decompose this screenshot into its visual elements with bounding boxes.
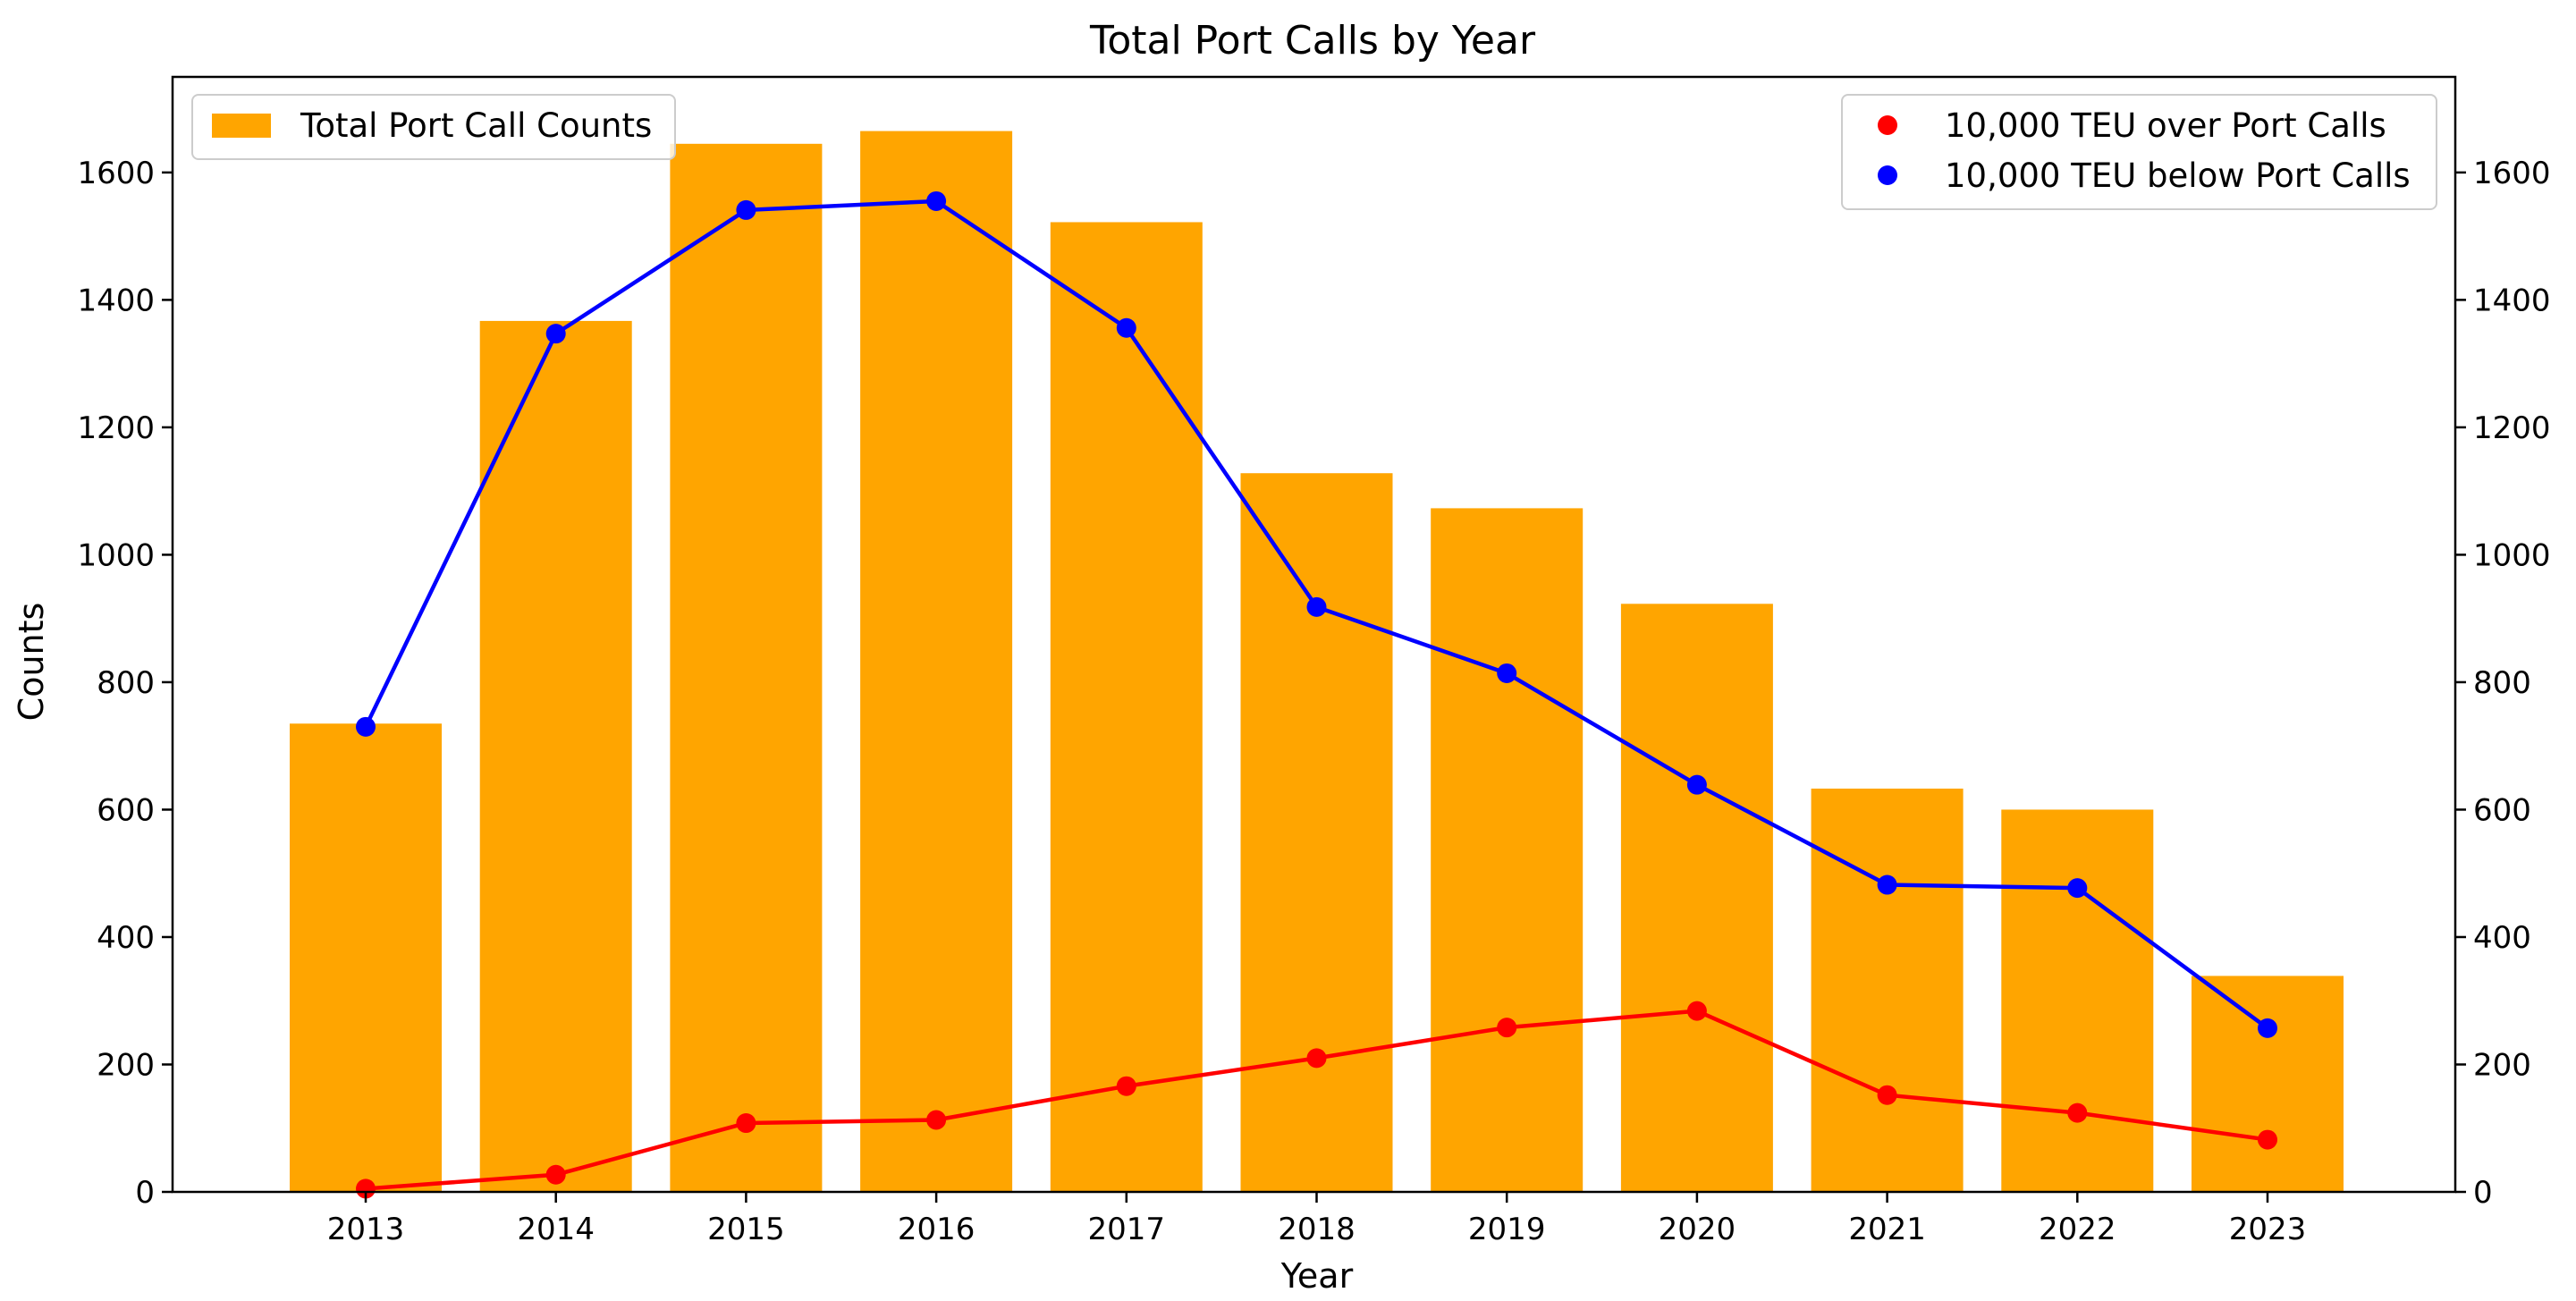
bar-2015 bbox=[670, 143, 823, 1192]
x-tick-label: 2020 bbox=[1659, 1212, 1736, 1247]
series-1-point-2021 bbox=[1877, 1085, 1897, 1105]
x-tick-label: 2023 bbox=[2229, 1212, 2307, 1247]
y2-tick-label: 400 bbox=[2473, 920, 2531, 956]
plot-frame bbox=[171, 75, 2457, 1194]
y2-tick-label: 1000 bbox=[2473, 537, 2551, 573]
series-1-point-2019 bbox=[1497, 1018, 1517, 1038]
series-1-point-2018 bbox=[1306, 1048, 1327, 1069]
y-tick-label: 400 bbox=[97, 920, 155, 956]
legend-box bbox=[1841, 94, 2437, 210]
x-tick-label: 2015 bbox=[707, 1212, 785, 1247]
legend-label: 10,000 TEU below Port Calls bbox=[1945, 156, 2411, 195]
y-tick-label: 200 bbox=[97, 1047, 155, 1083]
series-1-point-2020 bbox=[1686, 1001, 1707, 1021]
y2-tick-label: 0 bbox=[2473, 1175, 2493, 1211]
x-tick-label: 2019 bbox=[1468, 1212, 1546, 1247]
y2-tick-label: 600 bbox=[2473, 792, 2531, 828]
legend-marker-1 bbox=[1878, 115, 1897, 135]
bar-2020 bbox=[1620, 604, 1773, 1192]
legend-label: 10,000 TEU over Port Calls bbox=[1945, 106, 2386, 145]
legend-box bbox=[191, 94, 676, 160]
bar-2013 bbox=[290, 723, 442, 1192]
bar-2017 bbox=[1050, 222, 1203, 1192]
y2-tick-label: 1200 bbox=[2473, 410, 2551, 446]
bar-2023 bbox=[2192, 976, 2344, 1192]
y-tick-label: 0 bbox=[135, 1175, 155, 1211]
legend-marker-2 bbox=[1878, 165, 1897, 185]
y2-tick-label: 800 bbox=[2473, 665, 2531, 701]
y-axis-title: Counts bbox=[12, 603, 51, 722]
series-2-point-2023 bbox=[2258, 1018, 2277, 1038]
y-tick-label: 600 bbox=[97, 792, 155, 828]
series-2-point-2015 bbox=[736, 199, 756, 220]
x-tick-label: 2014 bbox=[517, 1212, 595, 1247]
series-2-point-2018 bbox=[1306, 596, 1327, 617]
y-tick-label: 1000 bbox=[77, 537, 155, 573]
y-tick-label: 1600 bbox=[77, 156, 155, 191]
y-tick-label: 1200 bbox=[77, 410, 155, 446]
legend-lines: 10,000 TEU over Port Calls 10,000 TEU bel… bbox=[1841, 94, 2437, 210]
series-2-point-2021 bbox=[1877, 874, 1897, 895]
plot-area: 0 0 200 200 400 400 600 600 800 800 1000 1000 1200 12… bbox=[77, 75, 2551, 1247]
bar-2022 bbox=[2001, 809, 2154, 1192]
series-1-point-2022 bbox=[2067, 1102, 2088, 1123]
y2-tick-label: 1600 bbox=[2473, 156, 2551, 191]
bar-2018 bbox=[1240, 473, 1393, 1192]
legend-label: Total Port Call Counts bbox=[300, 106, 652, 145]
series-2-point-2022 bbox=[2067, 878, 2088, 899]
series-2-point-2017 bbox=[1116, 317, 1136, 338]
series-1-point-2016 bbox=[926, 1110, 947, 1130]
bar-2021 bbox=[1811, 788, 1964, 1192]
x-tick-label: 2013 bbox=[327, 1212, 405, 1247]
series-2-point-2019 bbox=[1497, 663, 1517, 683]
x-tick-label: 2022 bbox=[2039, 1212, 2116, 1247]
y2-tick-label: 1400 bbox=[2473, 283, 2551, 318]
bar-2014 bbox=[479, 320, 632, 1192]
series-1-point-2017 bbox=[1116, 1076, 1136, 1096]
series-2-point-2020 bbox=[1686, 774, 1707, 795]
x-tick-label: 2017 bbox=[1088, 1212, 1166, 1247]
x-axis-title: Year bbox=[1280, 1256, 1354, 1296]
legend-bars: Total Port Call Counts bbox=[191, 94, 676, 160]
series-1-point-2023 bbox=[2258, 1129, 2277, 1150]
series-1-point-2014 bbox=[545, 1164, 566, 1185]
series-1-point-2015 bbox=[736, 1113, 756, 1134]
series-1-point-2013 bbox=[356, 1179, 376, 1199]
y2-tick-label: 200 bbox=[2473, 1047, 2531, 1083]
x-tick-label: 2018 bbox=[1278, 1212, 1356, 1247]
series-2-point-2013 bbox=[356, 716, 376, 737]
x-tick-label: 2016 bbox=[898, 1212, 976, 1247]
legend-swatch-bar bbox=[212, 114, 271, 138]
bar-2016 bbox=[860, 131, 1013, 1192]
bar-2019 bbox=[1431, 508, 1584, 1192]
x-tick-label: 2021 bbox=[1848, 1212, 1926, 1247]
series-2-point-2016 bbox=[926, 190, 947, 211]
y-tick-label: 1400 bbox=[77, 283, 155, 318]
chart-title: Total Port Calls by Year bbox=[1089, 18, 1536, 63]
y-tick-label: 800 bbox=[97, 665, 155, 701]
series-2-point-2014 bbox=[545, 324, 566, 344]
